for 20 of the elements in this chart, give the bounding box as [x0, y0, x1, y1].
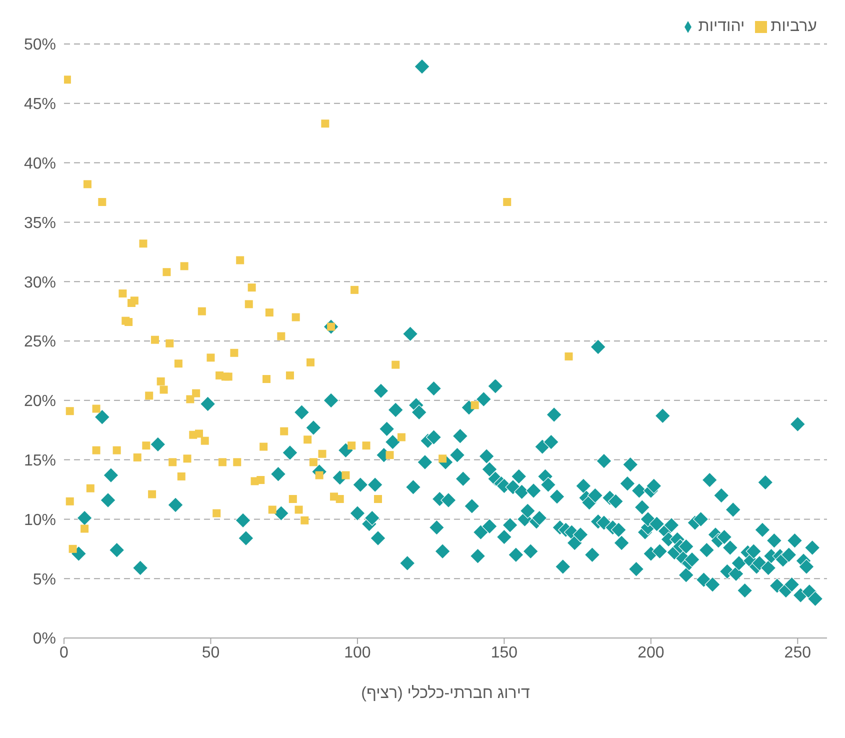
y-tick-label: 25%	[24, 334, 56, 351]
legend-label: ערביות	[770, 18, 817, 35]
x-tick-label: 150	[490, 644, 518, 662]
legend-label: יהודיות	[698, 18, 745, 35]
y-tick-label: 5%	[32, 571, 56, 588]
x-tick-label: 50	[202, 644, 220, 662]
x-tick-label: 200	[638, 644, 664, 662]
x-tick-label: 0	[60, 644, 69, 662]
y-tick-label: 50%	[24, 36, 56, 54]
x-axis-title: דירוג חברתי-כלכלי (רציף)	[361, 684, 530, 702]
y-tick-label: 0%	[32, 630, 56, 648]
y-tick-label: 30%	[24, 274, 56, 292]
y-tick-label: 45%	[24, 96, 56, 114]
y-tick-label: 35%	[24, 214, 56, 232]
y-tick-label: 15%	[24, 452, 56, 470]
x-tick-label: 100	[344, 644, 371, 662]
y-tick-label: 20%	[24, 393, 56, 410]
y-tick-label: 10%	[24, 512, 56, 529]
y-tick-label: 40%	[24, 155, 56, 172]
x-tick-label: 250	[784, 644, 812, 662]
